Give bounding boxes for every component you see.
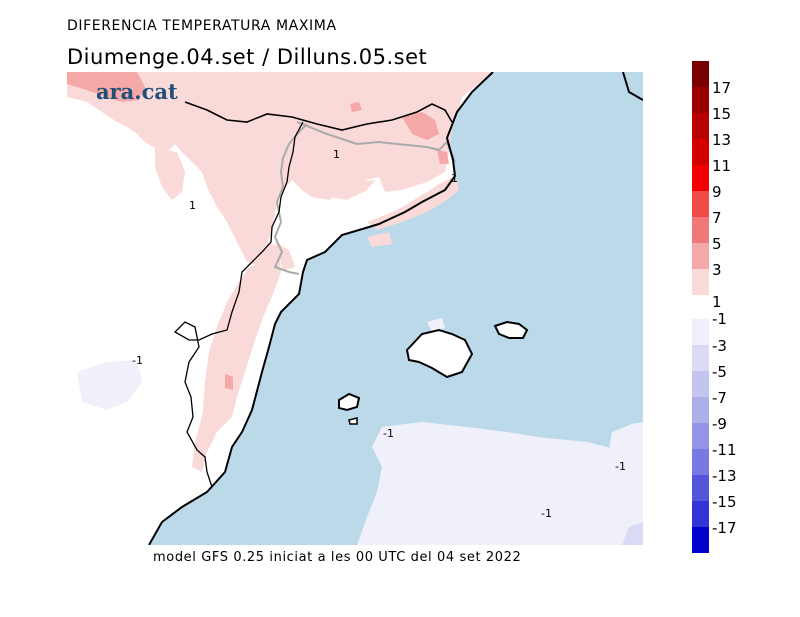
map-title: Diumenge.04.set / Dilluns.05.set xyxy=(67,45,428,69)
legend-label: 7 xyxy=(712,209,722,227)
legend-swatch-cold xyxy=(692,345,709,371)
color-scale-legend xyxy=(692,61,709,553)
temperature-map: 1 1 1 -1 -1 -1 -1 xyxy=(67,72,643,545)
legend-swatch-cold xyxy=(692,501,709,527)
warm-zone-delta xyxy=(367,232,392,247)
contour-label: 1 xyxy=(333,148,340,161)
model-caption: model GFS 0.25 iniciat a les 00 UTC del … xyxy=(153,550,522,565)
coastline xyxy=(148,72,494,545)
warm-patch-catalonia xyxy=(402,112,439,140)
legend-swatch-cold xyxy=(692,423,709,449)
legend-label: -3 xyxy=(712,337,727,355)
legend-label: 13 xyxy=(712,131,732,149)
legend-swatch-warm xyxy=(692,87,709,113)
warm-zone-valencia xyxy=(192,242,281,472)
legend-label: -13 xyxy=(712,467,737,485)
ara-cat-logo: ara.cat xyxy=(96,79,178,104)
legend-label: 15 xyxy=(712,105,732,123)
warm-patch-valencia xyxy=(225,374,233,390)
contour-label: -1 xyxy=(132,354,143,367)
warm-zone-catalonia-inland xyxy=(297,172,375,200)
cold-zone-sardinia-southwest xyxy=(607,422,643,482)
legend-swatch-warm xyxy=(692,61,709,87)
regional-border xyxy=(273,123,308,275)
contour-label: -1 xyxy=(541,507,552,520)
legend-label: -5 xyxy=(712,363,727,381)
legend-label: 5 xyxy=(712,235,722,253)
warm-patch-east xyxy=(437,150,449,164)
warm-patch-north-west xyxy=(67,72,145,102)
warm-zone-north-left xyxy=(155,148,185,200)
region-border-west xyxy=(173,121,304,488)
legend-swatch-cold xyxy=(692,475,709,501)
legend-label: -11 xyxy=(712,441,737,459)
regional-border-north xyxy=(296,121,456,163)
contour-label: -1 xyxy=(383,427,394,440)
warm-patch-small-north xyxy=(350,102,362,112)
legend-swatch-warm xyxy=(692,139,709,165)
warm-zone-catalonia-coast xyxy=(367,176,459,230)
legend-label: 11 xyxy=(712,157,732,175)
contour-label: 1 xyxy=(451,172,458,185)
legend-label: 3 xyxy=(712,261,722,279)
legend-swatch-cold xyxy=(692,527,709,553)
legend-swatch-warm xyxy=(692,217,709,243)
legend-label: 1 xyxy=(712,293,722,311)
country-border xyxy=(184,101,453,131)
contour-label: -1 xyxy=(615,460,626,473)
legend-label: -15 xyxy=(712,493,737,511)
cold-zone-south-sea xyxy=(357,422,643,545)
legend-label: 17 xyxy=(712,79,732,97)
legend-label: -1 xyxy=(712,310,727,328)
legend-label: -7 xyxy=(712,389,727,407)
legend-label: -17 xyxy=(712,519,737,537)
cold-zone-iberia-west xyxy=(77,360,142,410)
legend-swatch-warm xyxy=(692,243,709,269)
contour-label: 1 xyxy=(189,199,196,212)
island-menorca xyxy=(493,320,529,339)
island-mallorca xyxy=(405,328,474,379)
legend-swatch-warm xyxy=(692,113,709,139)
island-formentera xyxy=(348,417,358,425)
map-subtitle: DIFERENCIA TEMPERATURA MAXIMA xyxy=(67,18,337,34)
island-ibiza xyxy=(338,392,361,412)
legend-swatch-cold xyxy=(692,319,709,345)
legend-swatch-warm xyxy=(692,191,709,217)
legend-swatch-warm xyxy=(692,165,709,191)
legend-swatch-cold xyxy=(692,397,709,423)
legend-swatch-cold xyxy=(692,449,709,475)
legend-swatch-cold xyxy=(692,371,709,397)
cold-zone-small-islands xyxy=(427,318,445,332)
mediterranean-sea xyxy=(149,72,643,545)
coastline-north xyxy=(622,72,643,101)
legend-label: -9 xyxy=(712,415,727,433)
legend-label: 9 xyxy=(712,183,722,201)
cold-zone-southeast-corner xyxy=(622,522,643,545)
legend-swatch-warm xyxy=(692,269,709,295)
